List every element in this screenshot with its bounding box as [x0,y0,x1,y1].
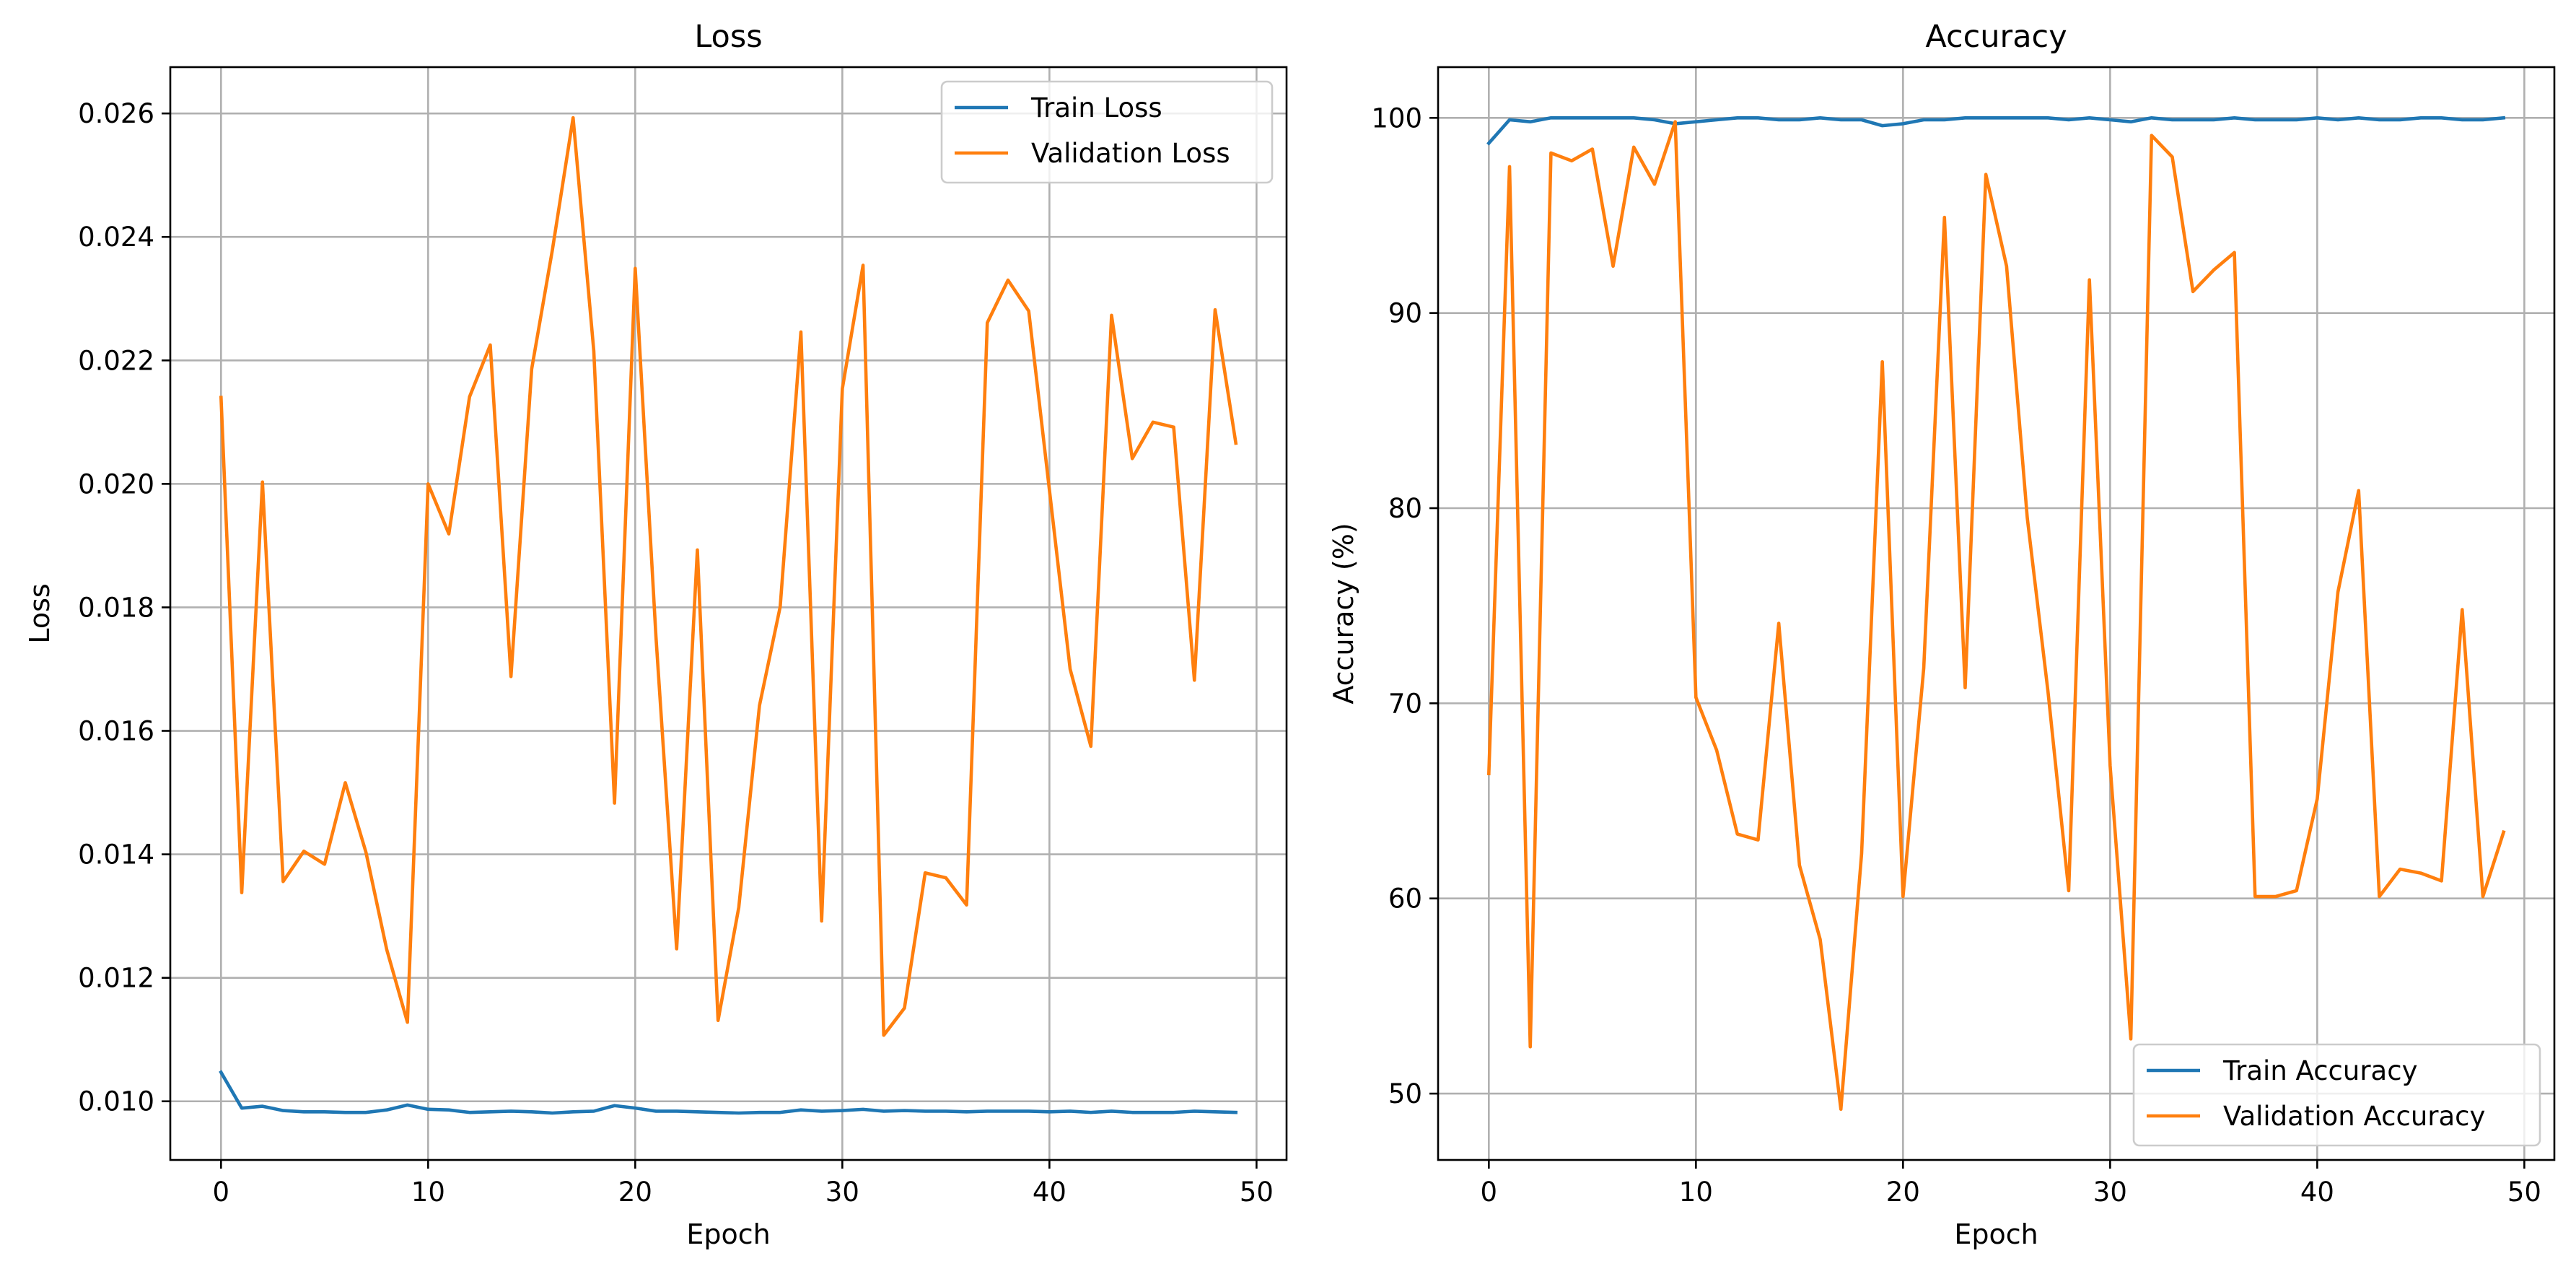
loss-chart-title: Loss [694,19,762,55]
accuracy-y-tick-label-4: 90 [1388,298,1422,329]
loss-legend-train-label: Train Loss [1030,92,1162,123]
loss-series-validation-line [219,115,1238,1037]
loss-grid [170,67,1287,1160]
accuracy-y-tick-label-0: 50 [1388,1078,1422,1109]
accuracy-legend-validation-label: Validation Accuracy [2223,1101,2485,1132]
accuracy-legend-box [2132,1043,2541,1147]
loss-x-tick-label-5: 50 [1240,1177,1274,1208]
loss-y-axis-label: Loss [24,583,56,643]
loss-legend-validation-label: Validation Loss [1031,138,1230,169]
loss-y-tick-label-2: 0.014 [78,839,154,871]
loss-x-tick-label-3: 30 [825,1177,859,1208]
accuracy-axes-frame [1437,66,2556,1161]
accuracy-x-axis-label: Epoch [1954,1218,2038,1250]
loss-y-tick-label-8: 0.026 [78,98,154,129]
accuracy-x-tick-label-0: 0 [1481,1177,1498,1208]
loss-series-train-line [219,1070,1238,1115]
accuracy-series [1486,115,2506,1112]
loss-panel: 0 10 20 30 40 50 0.010 0.012 0.014 0.016 0.018 0.02… [24,19,1288,1250]
accuracy-x-tick-label-1: 10 [1679,1177,1713,1208]
loss-x-tick-label-1: 10 [411,1177,445,1208]
loss-x-tick-label-4: 40 [1033,1177,1066,1208]
loss-y-tick-label-6: 0.022 [78,345,154,376]
accuracy-y-tick-label-2: 70 [1388,688,1422,719]
loss-x-axis-label: Epoch [686,1218,770,1250]
loss-y-tick-label-0: 0.010 [78,1086,154,1117]
accuracy-x-tick-label-3: 30 [2093,1177,2127,1208]
accuracy-series-validation-line [1486,120,2506,1112]
loss-x-tick-label-0: 0 [213,1177,230,1208]
accuracy-y-tick-label-3: 80 [1388,493,1422,524]
loss-y-tick-label-1: 0.012 [78,963,154,994]
loss-series [219,115,1238,1115]
accuracy-y-tick-label-1: 60 [1388,883,1422,915]
accuracy-x-tick-label-2: 20 [1886,1177,1920,1208]
loss-legend: Train Loss Validation Loss [940,80,1274,184]
loss-x-tick-label-2: 20 [618,1177,652,1208]
accuracy-ticks: 0 10 20 30 40 50 50 60 70 80 90 100 [1371,102,2541,1208]
loss-y-tick-label-7: 0.024 [78,222,154,253]
loss-legend-box [940,80,1274,184]
loss-axes-frame [169,66,1288,1161]
accuracy-chart-title: Accuracy [1925,19,2067,55]
loss-y-tick-label-5: 0.020 [78,468,154,499]
accuracy-series-train-line [1486,115,2506,146]
loss-ticks: 0 10 20 30 40 50 0.010 0.012 0.014 0.016 0.018 0.02… [78,98,1274,1208]
accuracy-y-tick-label-5: 100 [1371,102,1422,134]
accuracy-legend-train-label: Train Accuracy [2222,1055,2417,1086]
accuracy-legend: Train Accuracy Validation Accuracy [2132,1043,2541,1147]
accuracy-x-tick-label-5: 50 [2507,1177,2541,1208]
accuracy-y-axis-label: Accuracy (%) [1328,523,1359,704]
accuracy-x-tick-label-4: 40 [2300,1177,2334,1208]
loss-y-tick-label-4: 0.018 [78,592,154,623]
loss-y-tick-label-3: 0.016 [78,716,154,747]
